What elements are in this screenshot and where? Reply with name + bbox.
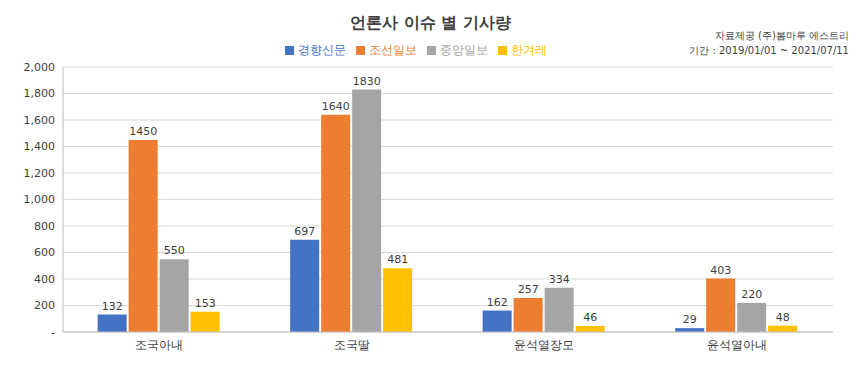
svg-text:1,600: 1,600 [24, 114, 56, 127]
svg-text:550: 550 [164, 244, 185, 257]
html-text:경향신문: 경향신문 [297, 43, 346, 57]
svg-text:29: 29 [683, 313, 697, 326]
svg-text:481: 481 [387, 253, 408, 266]
svg-text:400: 400 [34, 273, 55, 286]
svg-text:1640: 1640 [322, 100, 350, 113]
svg-text:132: 132 [102, 300, 123, 313]
svg-text:1,400: 1,400 [24, 140, 56, 153]
svg-text:697: 697 [294, 225, 315, 238]
svg-text:403: 403 [710, 264, 731, 277]
html-text:자료제공 (주)봄마루 에스트리: 자료제공 (주)봄마루 에스트리 [714, 30, 849, 41]
html-text:언론사 이슈 별 기사량: 언론사 이슈 별 기사량 [350, 13, 511, 32]
svg-text:800: 800 [34, 220, 55, 233]
svg-text:-: - [51, 326, 55, 339]
svg-text:334: 334 [549, 273, 570, 286]
svg-text:153: 153 [195, 297, 216, 310]
html-text:기간 : 2019/01/01 ~ 2021/07/11: 기간 : 2019/01/01 ~ 2021/07/11 [689, 45, 849, 56]
svg-text:윤석열장모: 윤석열장모 [514, 338, 574, 352]
html-text:중앙일보: 중앙일보 [439, 43, 488, 57]
svg-text:조국딸: 조국딸 [334, 338, 370, 352]
svg-text:윤석열아내: 윤석열아내 [707, 338, 767, 352]
svg-text:1830: 1830 [353, 75, 381, 88]
svg-text:600: 600 [34, 246, 55, 259]
svg-text:220: 220 [741, 288, 762, 301]
html-text:한겨레: 한겨레 [510, 43, 547, 57]
svg-text:조국아내: 조국아내 [135, 338, 183, 352]
svg-text:2,000: 2,000 [24, 61, 56, 74]
svg-text:1450: 1450 [129, 125, 157, 138]
svg-text:1,800: 1,800 [24, 87, 56, 100]
html-text:조선일보: 조선일보 [368, 43, 417, 57]
svg-text:1,000: 1,000 [24, 193, 56, 206]
svg-text:48: 48 [776, 311, 790, 324]
svg-text:200: 200 [34, 299, 55, 312]
svg-text:257: 257 [518, 283, 539, 296]
svg-text:1,200: 1,200 [24, 167, 56, 180]
svg-text:46: 46 [583, 311, 597, 324]
svg-text:162: 162 [487, 296, 508, 309]
